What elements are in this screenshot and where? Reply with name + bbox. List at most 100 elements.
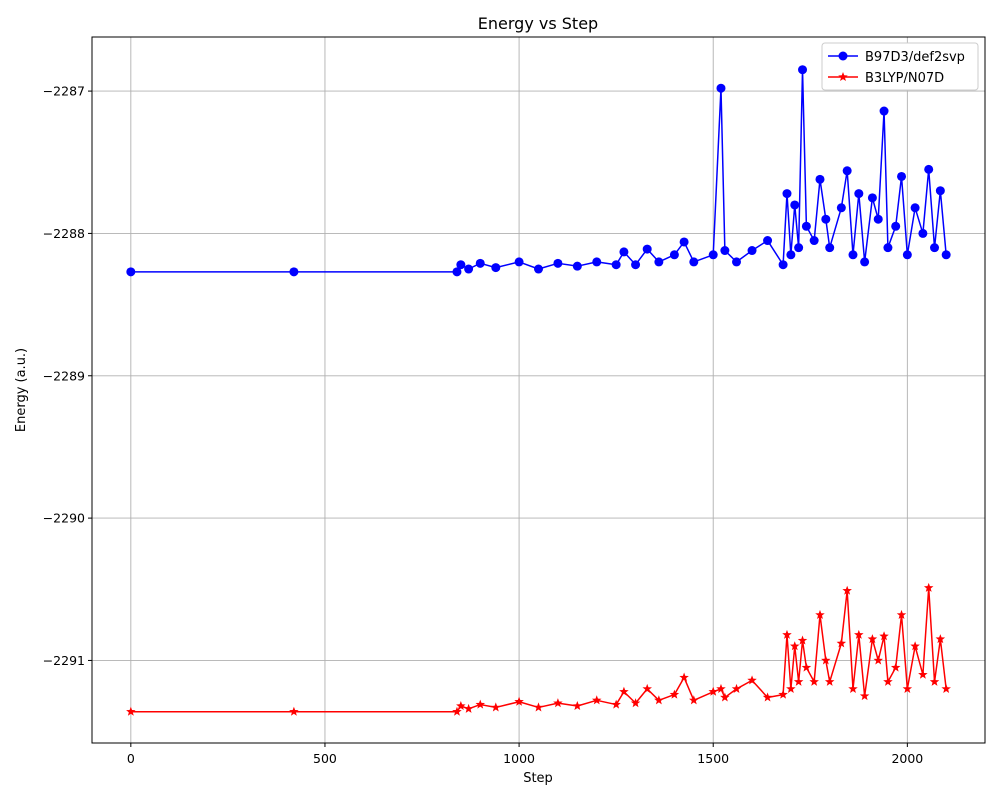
data-point (815, 174, 825, 184)
data-point (848, 683, 858, 693)
x-tick-label: 1500 (697, 751, 729, 766)
data-point (883, 676, 893, 686)
data-point (475, 699, 486, 709)
data-point (463, 703, 474, 713)
data-point (126, 706, 136, 716)
data-point (879, 631, 889, 641)
data-point (720, 692, 730, 702)
data-point (821, 214, 831, 224)
data-point (553, 258, 563, 268)
x-tick-label: 500 (313, 751, 337, 766)
legend-box (821, 42, 979, 91)
data-point (514, 696, 524, 706)
x-axis: 0 500 1000 1500 2000 (127, 743, 923, 766)
data-point (669, 250, 679, 260)
data-point (514, 257, 524, 267)
legend-label-series-1: B3LYP/N07D (865, 71, 944, 86)
data-point (611, 699, 621, 709)
data-point (879, 106, 889, 116)
data-point (689, 695, 699, 705)
data-point (790, 200, 800, 210)
x-tick-label: 0 (127, 751, 135, 766)
data-point (747, 246, 757, 256)
data-point (708, 686, 718, 696)
legend-label-series-0: B97D3/def2svp (865, 50, 965, 65)
data-point (591, 695, 602, 705)
data-point (778, 689, 788, 699)
data-point (654, 257, 664, 267)
data-point (654, 695, 664, 705)
series-0 (126, 65, 951, 277)
data-point (930, 243, 940, 253)
data-point (786, 683, 796, 693)
data-point (689, 257, 699, 267)
data-point (763, 236, 773, 246)
data-point (679, 237, 689, 247)
data-point (918, 228, 928, 238)
data-point (786, 250, 796, 260)
series-1 (126, 582, 951, 716)
data-point (859, 691, 870, 701)
data-point (902, 250, 912, 260)
data-point (935, 634, 946, 644)
data-point (720, 246, 730, 256)
data-point (809, 236, 819, 246)
legend-marker-series-0 (838, 51, 848, 61)
data-point (452, 706, 462, 716)
data-point (716, 83, 726, 93)
y-tick-label: −2291 (43, 653, 85, 668)
data-point (821, 655, 831, 665)
data-point (619, 247, 629, 257)
data-point (867, 193, 877, 203)
data-point (611, 260, 621, 270)
data-point (553, 698, 563, 708)
data-point (815, 609, 825, 619)
data-point (854, 629, 864, 639)
data-point (793, 676, 804, 686)
data-point (801, 662, 812, 672)
legend-marker-series-1 (838, 72, 848, 82)
data-point (941, 683, 951, 693)
data-point (491, 702, 501, 712)
data-point (572, 261, 582, 271)
data-point (923, 582, 934, 592)
data-point (918, 669, 928, 679)
data-point (619, 686, 629, 696)
data-point (873, 214, 883, 224)
y-tick-label: −2287 (43, 84, 85, 99)
data-point (289, 267, 299, 277)
data-point (910, 203, 920, 213)
data-point (941, 250, 951, 260)
x-tick-label: 2000 (891, 751, 923, 766)
data-point (679, 672, 689, 682)
data-point (798, 65, 808, 75)
data-point (836, 638, 847, 648)
data-point (910, 641, 920, 651)
data-point (669, 689, 680, 699)
y-axis-label: Energy (a.u.) (14, 348, 29, 432)
data-point (732, 257, 742, 267)
data-point (842, 166, 852, 176)
data-point (801, 221, 811, 231)
data-point (854, 189, 864, 199)
y-tick-label: −2289 (43, 368, 85, 383)
data-point (475, 258, 485, 268)
data-point (890, 662, 901, 672)
data-point (464, 264, 474, 274)
data-point (897, 171, 907, 181)
data-point (642, 683, 652, 693)
x-tick-label: 1000 (503, 751, 535, 766)
y-axis: −2291 −2290 −2289 −2288 −2287 (43, 84, 92, 668)
data-point (631, 260, 641, 270)
data-point (572, 700, 583, 711)
legend: B97D3/def2svp B3LYP/N07D (821, 42, 979, 91)
y-tick-label: −2290 (43, 511, 85, 526)
data-point (491, 263, 501, 273)
data-point (848, 250, 858, 260)
data-point (825, 243, 835, 253)
data-point (902, 683, 913, 693)
data-point (126, 267, 136, 277)
data-point (630, 698, 641, 708)
